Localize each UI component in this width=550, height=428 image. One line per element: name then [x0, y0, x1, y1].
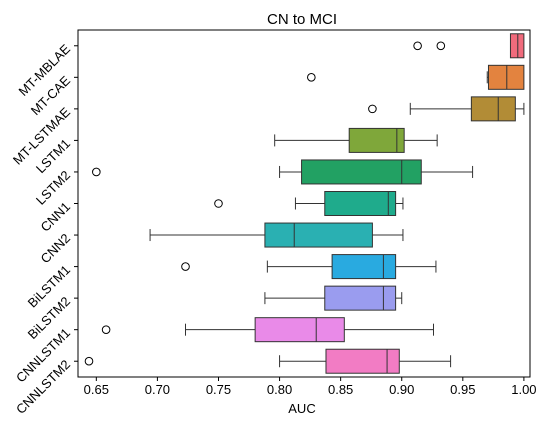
outlier-point — [368, 104, 377, 114]
x-axis-label: AUC — [288, 401, 315, 416]
box-cnn1 — [324, 191, 397, 216]
x-tick-label: 0.65 — [84, 382, 109, 397]
x-tick-label: 0.85 — [328, 382, 353, 397]
outlier-point — [436, 41, 446, 51]
x-tick-label: 0.95 — [450, 382, 475, 397]
box-cnnlstm2 — [325, 348, 400, 374]
box-mt-mblae — [509, 33, 525, 59]
box-mt-lstmae — [470, 96, 516, 122]
box-bilstm2 — [324, 285, 397, 311]
y-tick-label: LSTM2 — [33, 167, 73, 207]
x-tick-label: 0.90 — [389, 382, 414, 397]
outlier-point — [84, 356, 94, 366]
outlier-point — [101, 325, 111, 334]
outlier-point — [181, 262, 190, 271]
box-cnn2 — [264, 222, 373, 248]
box-lstm1 — [348, 127, 405, 153]
plot-area: 0.65 0.70 0.75 0.80 0.85 0.90 0.95 1.00MT-MBLAE… — [10, 33, 537, 417]
x-tick-label: 0.80 — [267, 382, 292, 397]
x-tick-label: 0.70 — [145, 382, 170, 397]
y-tick-label: CNN2 — [37, 231, 73, 267]
x-tick-label: 1.00 — [511, 382, 536, 397]
box-cnnlstm1 — [254, 317, 345, 343]
outlier-point — [92, 167, 101, 177]
plot-frame — [77, 29, 531, 378]
outlier-point — [307, 73, 316, 82]
box-bilstm1 — [331, 254, 397, 280]
box-mt-cae — [487, 64, 525, 90]
outlier-point — [413, 41, 422, 51]
outlier-point — [214, 199, 223, 208]
box-lstm2 — [301, 159, 422, 185]
chart-title: CN to MCI — [267, 11, 337, 28]
x-tick-label: 0.75 — [206, 382, 231, 397]
